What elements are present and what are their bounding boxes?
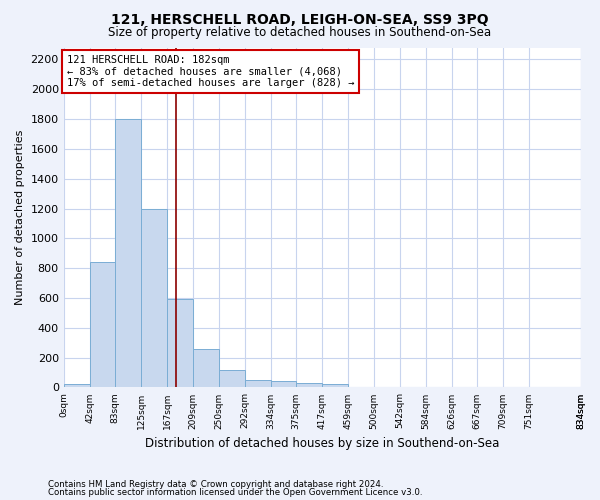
Text: Contains public sector information licensed under the Open Government Licence v3: Contains public sector information licen… <box>48 488 422 497</box>
Text: 121, HERSCHELL ROAD, LEIGH-ON-SEA, SS9 3PQ: 121, HERSCHELL ROAD, LEIGH-ON-SEA, SS9 3… <box>111 12 489 26</box>
X-axis label: Distribution of detached houses by size in Southend-on-Sea: Distribution of detached houses by size … <box>145 437 499 450</box>
Text: Contains HM Land Registry data © Crown copyright and database right 2024.: Contains HM Land Registry data © Crown c… <box>48 480 383 489</box>
Bar <box>115 119 141 388</box>
Bar <box>193 348 218 388</box>
Bar <box>218 370 245 388</box>
Y-axis label: Number of detached properties: Number of detached properties <box>15 130 25 305</box>
Text: Size of property relative to detached houses in Southend-on-Sea: Size of property relative to detached ho… <box>109 26 491 39</box>
Bar <box>141 208 167 388</box>
Bar <box>296 382 322 388</box>
Bar <box>89 262 115 388</box>
Bar <box>271 380 296 388</box>
Bar <box>322 384 348 388</box>
Bar <box>245 380 271 388</box>
Bar <box>167 300 193 388</box>
Bar <box>64 384 89 388</box>
Text: 121 HERSCHELL ROAD: 182sqm
← 83% of detached houses are smaller (4,068)
17% of s: 121 HERSCHELL ROAD: 182sqm ← 83% of deta… <box>67 55 354 88</box>
